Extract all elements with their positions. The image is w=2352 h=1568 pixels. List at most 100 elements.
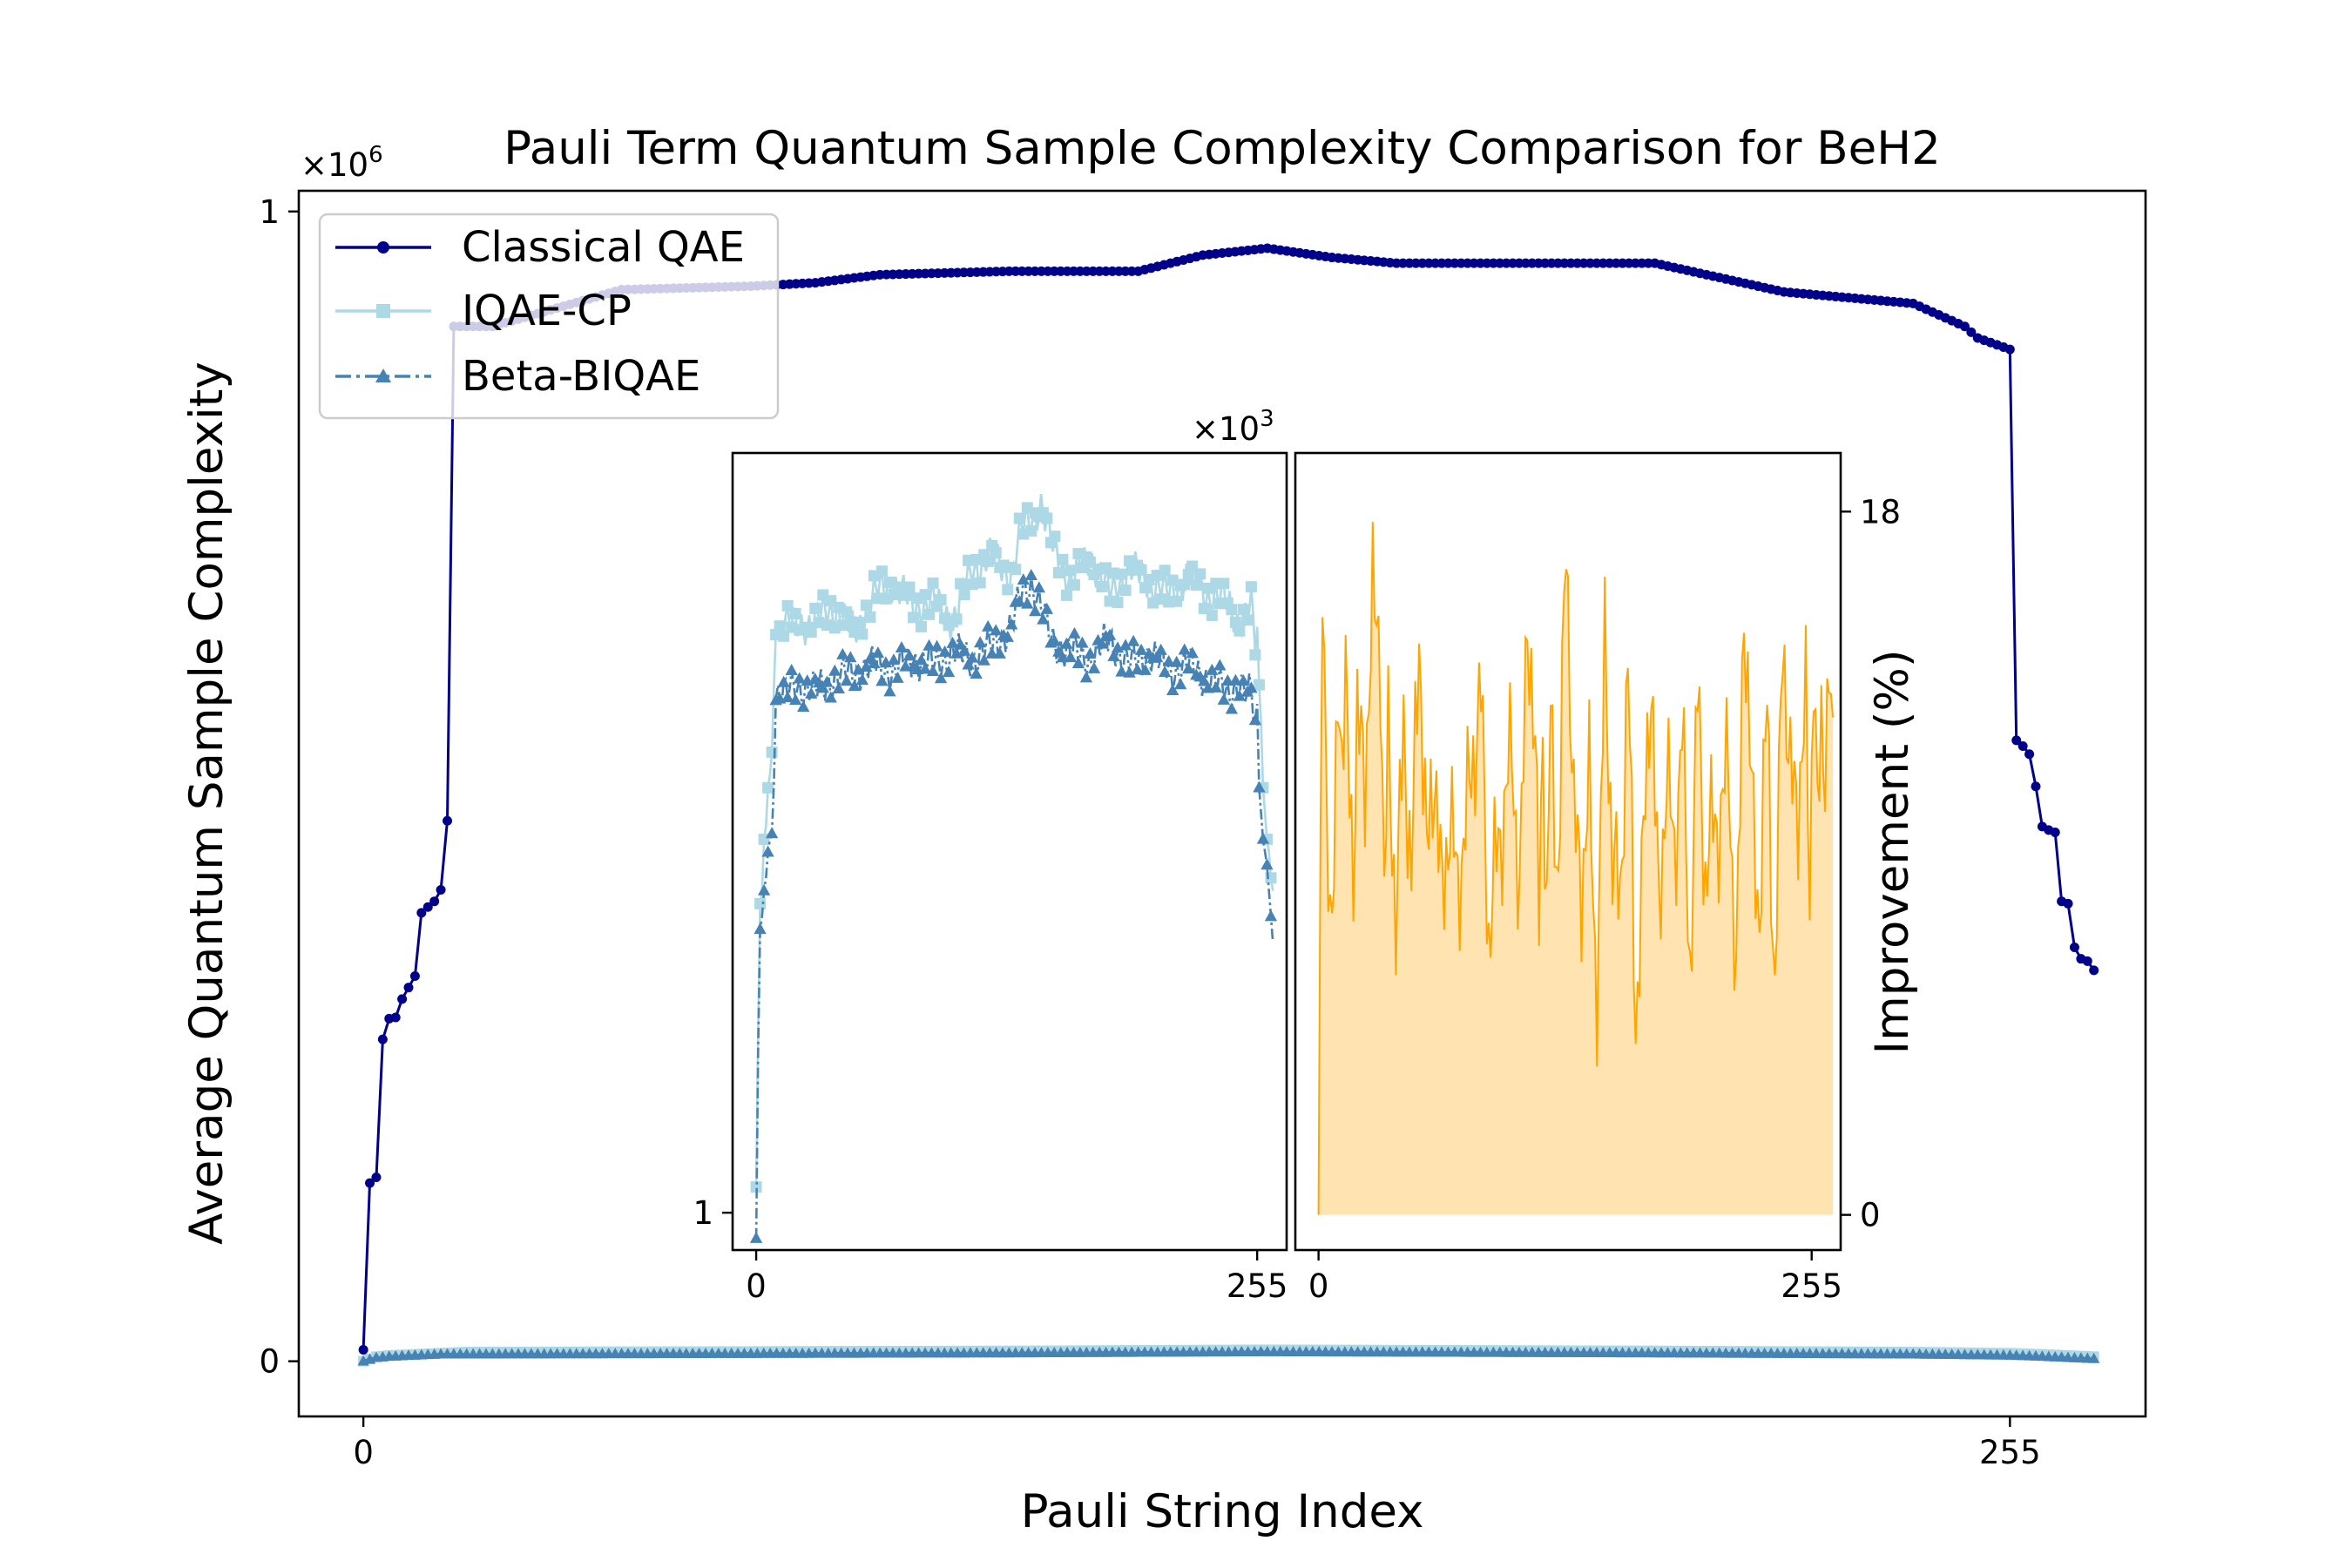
inset1-point-iqae-cp [754, 897, 767, 909]
inset1-point-beta-biqae [1021, 597, 1034, 609]
legend: Classical QAE IQAE-CP Beta-BIQAE [318, 213, 780, 420]
inset1-point-iqae-cp [950, 613, 963, 625]
inset1-point-iqae-cp [1119, 585, 1132, 597]
inset1-point-iqae-cp [1060, 589, 1072, 601]
inset1-point-iqae-cp [1206, 609, 1218, 621]
main-point-classical-qae [2004, 344, 2015, 355]
inset1-point-beta-biqae [915, 653, 928, 666]
inset2-plot-area [1317, 522, 1835, 1215]
main-point-classical-qae [397, 994, 408, 1004]
inset1-point-beta-biqae [1253, 781, 1266, 793]
main-y-multiplier: ×106 [301, 142, 383, 184]
inset1-point-beta-biqae [1048, 634, 1062, 646]
inset1-point-iqae-cp [919, 589, 931, 601]
main-point-classical-qae [2024, 749, 2035, 760]
inset1-point-beta-biqae [902, 649, 916, 661]
inset1-point-beta-biqae [1162, 654, 1175, 666]
main-y-tick-label-0: 0 [259, 1343, 280, 1381]
inset1-point-beta-biqae [990, 624, 1003, 636]
inset1-point-beta-biqae [832, 681, 845, 693]
main-point-classical-qae [422, 902, 433, 912]
inset2-line-improvement [1317, 522, 1835, 1215]
inset1-point-beta-biqae [1139, 663, 1152, 675]
inset1-point-iqae-cp [1096, 580, 1108, 592]
main-y-axis-label: Average Quantum Sample Complexity [180, 362, 233, 1245]
inset1-point-iqae-cp [1241, 614, 1254, 626]
inset1-point-beta-biqae [1225, 702, 1239, 714]
main-y-tick-label-1: 1 [259, 193, 280, 231]
main-point-classical-qae [358, 1344, 368, 1355]
legend-item-iqae-cp: IQAE-CP [335, 287, 632, 335]
inset1-point-iqae-cp [1116, 568, 1128, 580]
inset2-axes-frame [1294, 451, 1842, 1252]
inset1-point-beta-biqae [757, 883, 771, 896]
inset2-y-tick-label-18: 18 [1860, 493, 1901, 531]
inset1-point-iqae-cp [1049, 531, 1061, 543]
inset1-point-beta-biqae [844, 651, 857, 663]
inset1-point-iqae-cp [955, 578, 967, 590]
inset1-point-beta-biqae [871, 646, 885, 659]
main-point-classical-qae [2031, 781, 2041, 792]
inset1-point-beta-biqae [1178, 643, 1191, 655]
inset1-point-beta-biqae [793, 672, 806, 684]
inset1-point-beta-biqae [1071, 656, 1085, 668]
inset2-x-tick-label-0: 0 [1308, 1267, 1329, 1305]
inset1-point-iqae-cp [1171, 595, 1183, 607]
inset1-point-iqae-cp [1052, 566, 1064, 578]
inset1-point-beta-biqae [855, 673, 869, 686]
inset1-point-iqae-cp [750, 1181, 762, 1193]
inset1-point-beta-biqae [1174, 678, 1187, 690]
inset1-point-beta-biqae [926, 664, 940, 676]
main-point-classical-qae [377, 1034, 388, 1044]
main-point-classical-qae [436, 884, 446, 895]
inset1-point-iqae-cp [990, 547, 1002, 559]
inset1-point-iqae-cp [1057, 553, 1069, 565]
inset1-point-beta-biqae [1024, 569, 1037, 581]
inset1-point-beta-biqae [789, 693, 802, 706]
inset1-point-beta-biqae [1029, 605, 1042, 617]
inset1-point-iqae-cp [1002, 584, 1014, 596]
inset1-point-beta-biqae [1079, 671, 1093, 683]
inset1-point-beta-biqae [1107, 649, 1120, 661]
inset1-point-beta-biqae [1131, 663, 1144, 675]
inset1-point-beta-biqae [1001, 630, 1014, 642]
inset1-point-beta-biqae [824, 691, 837, 703]
inset1-point-beta-biqae [1076, 636, 1089, 648]
inset1-point-beta-biqae [1229, 673, 1242, 686]
inset1-point-beta-biqae [1209, 680, 1222, 693]
inset1-point-iqae-cp [1135, 564, 1147, 576]
legend-label-beta-biqae: Beta-BIQAE [462, 352, 700, 401]
main-y-multiplier-exp: 6 [368, 142, 383, 168]
main-chart: Pauli Term Quantum Sample Complexity Com… [180, 122, 2147, 1538]
legend-box [318, 213, 780, 420]
inset1-point-beta-biqae [1068, 626, 1081, 639]
inset1-point-beta-biqae [1233, 689, 1247, 701]
main-y-multiplier-base: ×10 [301, 146, 368, 184]
inset1-point-beta-biqae [1213, 659, 1227, 671]
main-point-classical-qae [390, 1012, 401, 1023]
inset1-point-beta-biqae [781, 691, 794, 703]
inset1-point-beta-biqae [938, 645, 951, 657]
inset1-x-tick-label-0: 0 [746, 1267, 767, 1305]
inset1-point-beta-biqae [1150, 651, 1164, 663]
chart-title: Pauli Term Quantum Sample Complexity Com… [504, 122, 1941, 175]
inset1-point-beta-biqae [1206, 663, 1219, 675]
inset1-point-beta-biqae [1064, 651, 1078, 663]
inset1-point-iqae-cp [1025, 524, 1037, 537]
inset1-point-beta-biqae [840, 674, 853, 686]
inset2-area-improvement [1318, 522, 1834, 1215]
inset1-point-beta-biqae [1084, 647, 1097, 659]
inset1-point-beta-biqae [930, 639, 943, 652]
inset1-point-iqae-cp [1253, 679, 1265, 691]
main-point-classical-qae [409, 970, 420, 981]
inset1-point-iqae-cp [860, 599, 872, 612]
main-x-axis-label: Pauli String Index [1021, 1485, 1424, 1538]
inset1-point-beta-biqae [1134, 643, 1148, 655]
inset1-point-beta-biqae [1123, 666, 1136, 678]
inset1-point-beta-biqae [957, 644, 971, 656]
main-axes-frame [297, 189, 2147, 1418]
inset1-point-iqae-cp [1194, 568, 1206, 580]
main-point-classical-qae [1966, 327, 1977, 337]
inset1-point-beta-biqae [1119, 639, 1132, 651]
